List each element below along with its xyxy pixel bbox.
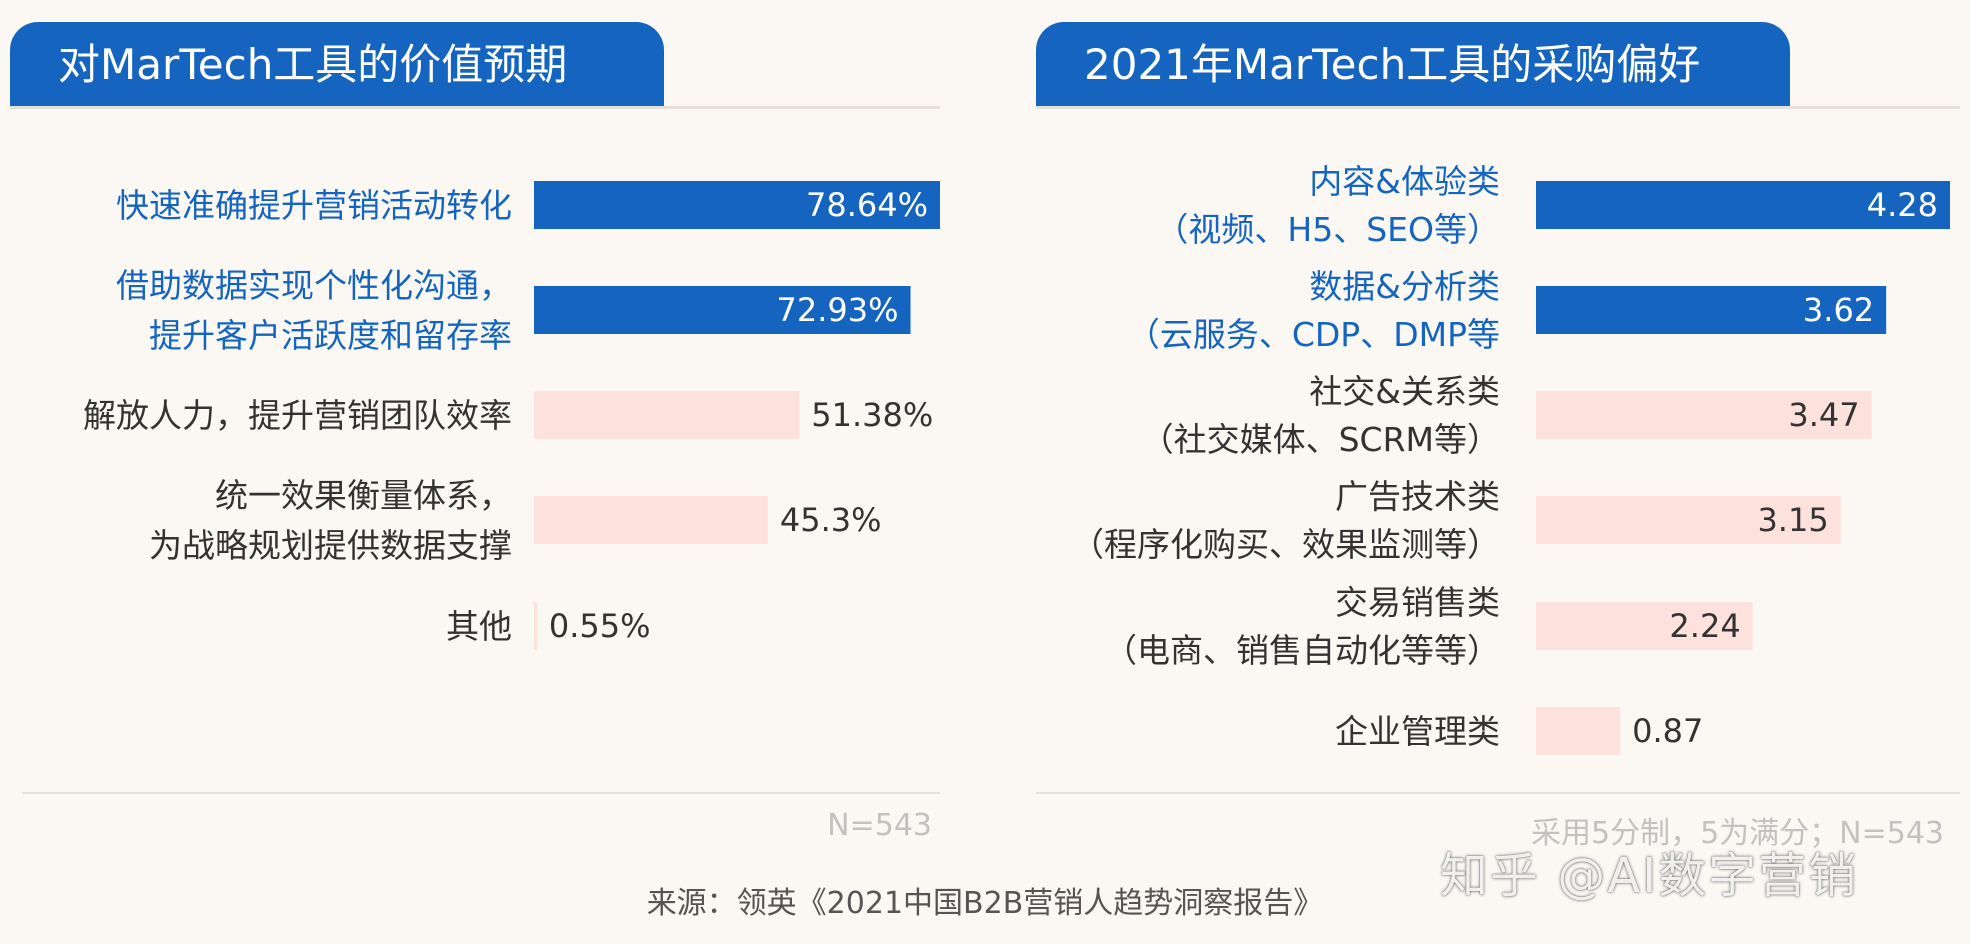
- left-value-label-2: 72.93%: [777, 291, 899, 329]
- left-panel: 对MarTech工具的价值预期 78.64% 快速准确提升营销活动转化 72.93%…: [0, 0, 960, 860]
- left-category-label-4-line-1: 统一效果衡量体系，: [215, 476, 512, 515]
- right-bar-3: [1536, 391, 1872, 439]
- right-panel: 2021年MarTech工具的采购偏好 4.28 内容&体验类 （视频、H5、SEO…: [1020, 0, 1970, 860]
- right-value-label-2: 3.62: [1803, 291, 1874, 329]
- right-value-label-5: 2.24: [1669, 607, 1740, 645]
- left-category-label-2-line-1: 借助数据实现个性化沟通，: [116, 266, 512, 305]
- left-value-label-1: 78.64%: [806, 186, 928, 224]
- right-scale-note: 采用5分制，5为满分；N=543: [1530, 816, 1944, 851]
- right-category-label-5-line-1: 交易销售类: [1335, 583, 1500, 622]
- right-category-label-4-line-2: （程序化购买、效果监测等）: [1071, 525, 1500, 564]
- right-category-label-5-line-2: （电商、销售自动化等等）: [1104, 631, 1500, 670]
- right-bar-chart: 4.28 内容&体验类 （视频、H5、SEO等） 3.62 数据&分析类 （云服务、CDP…: [1071, 162, 1950, 755]
- right-category-label-6-line-1: 企业管理类: [1335, 712, 1500, 751]
- right-bottom-rule: [1036, 792, 1960, 794]
- left-bottom-rule: [22, 792, 940, 794]
- left-value-label-5: 0.55%: [549, 607, 651, 645]
- right-category-label-1-line-1: 内容&体验类: [1309, 162, 1500, 201]
- left-bar-group-4: 45.3% 统一效果衡量体系， 为战略规划提供数据支撑: [149, 476, 882, 565]
- right-bar-5: [1536, 602, 1753, 650]
- right-title-rule: [1036, 106, 1960, 109]
- right-bar-1: [1536, 181, 1950, 229]
- left-value-label-4: 45.3%: [780, 501, 882, 539]
- left-chart-title: 对MarTech工具的价值预期: [10, 22, 664, 108]
- right-bar-group-6: 0.87 企业管理类: [1335, 707, 1703, 755]
- left-value-label-3: 51.38%: [811, 396, 933, 434]
- left-bar-2: [534, 286, 911, 334]
- right-category-label-2-line-2: （云服务、CDP、DMP等: [1127, 315, 1500, 354]
- right-bar-group-5: 2.24 交易销售类 （电商、销售自动化等等）: [1104, 583, 1753, 670]
- right-bar-group-1: 4.28 内容&体验类 （视频、H5、SEO等）: [1155, 162, 1950, 249]
- left-bar-group-2: 72.93% 借助数据实现个性化沟通， 提升客户活跃度和留存率: [116, 266, 911, 355]
- left-bar-4: [534, 496, 768, 544]
- right-bar-2: [1536, 286, 1887, 334]
- source-citation: 来源：领英《2021中国B2B营销人趋势洞察报告》: [646, 886, 1324, 921]
- left-bar-group-5: 0.55% 其他: [446, 602, 650, 650]
- left-sample-note: N=543: [827, 808, 932, 843]
- left-bar-chart: 78.64% 快速准确提升营销活动转化 72.93% 借助数据实现个性化沟通， 提升客户…: [83, 181, 940, 650]
- right-value-label-4: 3.15: [1757, 501, 1828, 539]
- right-chart-title: 2021年MarTech工具的采购偏好: [1036, 22, 1790, 108]
- right-category-label-4-line-1: 广告技术类: [1335, 477, 1500, 516]
- right-value-label-3: 3.47: [1788, 396, 1859, 434]
- left-bar-3: [534, 391, 800, 439]
- left-category-label-4-line-2: 为战略规划提供数据支撑: [149, 526, 512, 565]
- right-bar-group-2: 3.62 数据&分析类 （云服务、CDP、DMP等: [1127, 267, 1887, 354]
- right-bar-group-4: 3.15 广告技术类 （程序化购买、效果监测等）: [1071, 477, 1841, 564]
- right-category-label-3-line-2: （社交媒体、SCRM等）: [1141, 420, 1500, 459]
- right-bar-6: [1536, 707, 1621, 755]
- left-bar-1: [534, 181, 940, 229]
- left-category-label-2-line-2: 提升客户活跃度和留存率: [149, 316, 512, 355]
- left-category-label-1-line-1: 快速准确提升营销活动转化: [116, 186, 512, 225]
- right-value-label-1: 4.28: [1867, 186, 1938, 224]
- watermark: 知乎 @AI数字营销: [1440, 848, 1859, 904]
- right-category-label-3-line-1: 社交&关系类: [1309, 372, 1500, 411]
- left-bar-group-3: 51.38% 解放人力，提升营销团队效率: [83, 391, 933, 439]
- right-bar-group-3: 3.47 社交&关系类 （社交媒体、SCRM等）: [1141, 372, 1872, 459]
- right-category-label-1-line-2: （视频、H5、SEO等）: [1155, 210, 1500, 249]
- right-bar-4: [1536, 496, 1841, 544]
- right-value-label-6: 0.87: [1632, 712, 1703, 750]
- left-bar-5: [534, 602, 537, 650]
- left-category-label-3-line-1: 解放人力，提升营销团队效率: [83, 396, 512, 435]
- left-title-rule: [10, 106, 940, 109]
- right-category-label-2-line-1: 数据&分析类: [1309, 267, 1500, 306]
- left-bar-group-1: 78.64% 快速准确提升营销活动转化: [116, 181, 940, 229]
- left-category-label-5-line-1: 其他: [446, 607, 512, 646]
